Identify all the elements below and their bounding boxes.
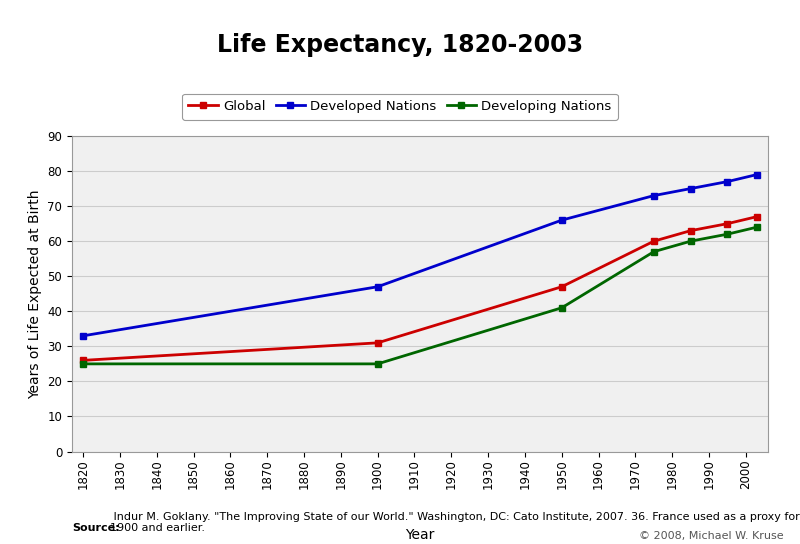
Text: Indur M. Goklany. "The Improving State of our World." Washington, DC: Cato Insti: Indur M. Goklany. "The Improving State o…	[110, 511, 800, 533]
Developed Nations	[752, 171, 762, 178]
Global	[752, 213, 762, 220]
Developing Nations	[373, 361, 382, 367]
Global	[722, 220, 732, 227]
Developed Nations	[557, 217, 566, 224]
X-axis label: Year: Year	[406, 528, 434, 542]
Global	[373, 339, 382, 346]
Developed Nations	[373, 283, 382, 290]
Global	[557, 283, 566, 290]
Y-axis label: Years of Life Expected at Birth: Years of Life Expected at Birth	[28, 189, 42, 399]
Line: Developed Nations: Developed Nations	[79, 171, 761, 339]
Global	[78, 357, 88, 363]
Developing Nations	[649, 249, 658, 255]
Line: Developing Nations: Developing Nations	[79, 224, 761, 367]
Developed Nations	[722, 178, 732, 185]
Global	[649, 238, 658, 244]
Text: Source:: Source:	[72, 523, 120, 533]
Text: © 2008, Michael W. Kruse: © 2008, Michael W. Kruse	[639, 531, 784, 541]
Developed Nations	[78, 332, 88, 339]
Developing Nations	[722, 231, 732, 237]
Developing Nations	[752, 224, 762, 231]
Global	[686, 227, 695, 234]
Developing Nations	[686, 238, 695, 244]
Developing Nations	[557, 305, 566, 311]
Developed Nations	[686, 186, 695, 192]
Developing Nations	[78, 361, 88, 367]
Developed Nations	[649, 193, 658, 199]
Line: Global: Global	[79, 213, 761, 364]
Text: Life Expectancy, 1820-2003: Life Expectancy, 1820-2003	[217, 33, 583, 57]
Legend: Global, Developed Nations, Developing Nations: Global, Developed Nations, Developing Na…	[182, 94, 618, 120]
